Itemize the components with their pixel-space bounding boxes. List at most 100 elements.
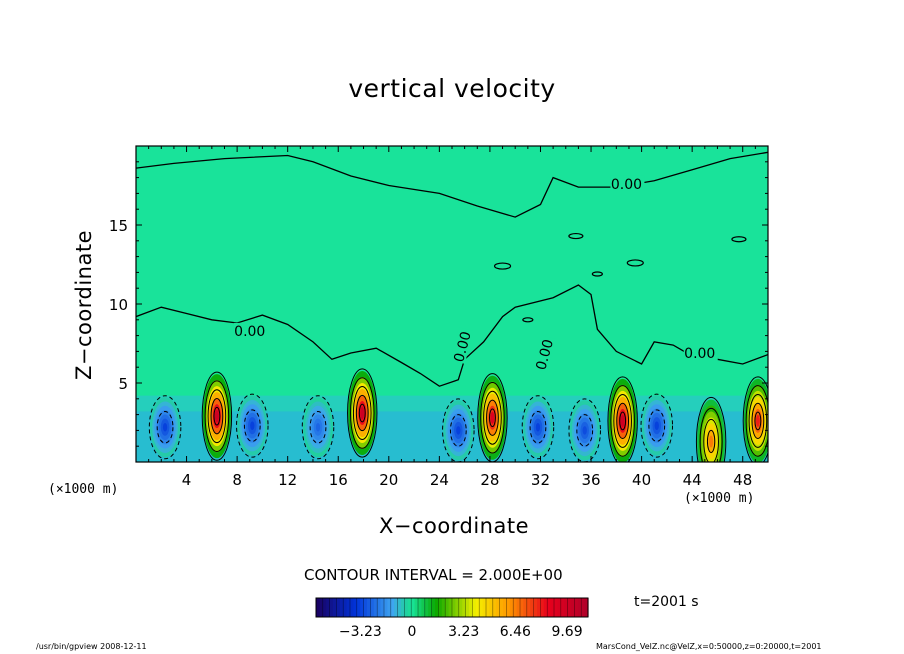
colorbar-segment <box>577 598 582 617</box>
colorbar-segment <box>316 598 320 617</box>
small-zero-contour-3 <box>522 317 534 323</box>
downdraft-1 <box>150 397 181 458</box>
colorbar-segment <box>356 598 361 617</box>
updraft-4-level <box>620 414 625 427</box>
colorbar-segment <box>445 598 450 617</box>
colorbar-segment <box>414 598 419 617</box>
colorbar-segment <box>554 598 558 617</box>
downdraft-5-contour <box>521 395 555 460</box>
small-zero-contour-6 <box>591 271 603 277</box>
colorbar-segment <box>492 598 497 617</box>
x-axis-ticks: 4 8 12 16 20 24 28 32 36 40 44 48 <box>148 146 756 489</box>
contour-label: 0.00 <box>533 338 557 372</box>
downdraft-7 <box>641 395 672 456</box>
footer-program: /usr/bin/gpview 2008-12-11 <box>36 642 147 651</box>
y-tick-label: 15 <box>109 217 128 235</box>
colorbar-segment <box>523 598 528 617</box>
colorbar-tick-label: 6.46 <box>500 624 531 640</box>
contour-label-background <box>532 335 556 372</box>
y-axis-title: Z−coordinate <box>72 230 96 380</box>
downdraft-4 <box>443 400 474 461</box>
downdraft-6 <box>569 400 600 461</box>
colorbar-segment <box>360 598 365 617</box>
contour-label: 0.00 <box>451 330 475 364</box>
colorbar-segment <box>377 598 382 617</box>
colorbar-tick-label: 3.23 <box>448 624 479 640</box>
colorbar-segment <box>367 598 371 617</box>
colorbar-segment <box>571 598 575 617</box>
colorbar-segment <box>482 598 487 617</box>
colorbar-segment <box>469 598 473 617</box>
updraft-3-contour <box>489 408 496 428</box>
colorbar-segment <box>384 598 388 617</box>
x-tick-label: 28 <box>480 471 499 489</box>
colorbar-segment <box>322 598 327 617</box>
downdraft-1-contour <box>156 410 174 444</box>
x-tick-label: 32 <box>531 471 550 489</box>
updraft-1-contour <box>201 371 233 461</box>
colorbar-segment <box>513 598 518 617</box>
downdraft-4-level <box>456 426 461 435</box>
colorbar-segment <box>448 598 453 617</box>
x-axis-unit-right: (×1000 m) <box>684 491 755 506</box>
updraft-5-contours <box>695 396 727 462</box>
downdraft-1-level <box>162 422 168 432</box>
downdraft-3-level <box>315 422 321 432</box>
colorbar-segment <box>462 598 467 617</box>
x-tick-label: 16 <box>329 471 348 489</box>
chart-title: vertical velocity <box>348 74 556 103</box>
downdraft-3 <box>303 397 334 458</box>
updraft-6-contours <box>742 376 768 462</box>
contour-interval-label: CONTOUR INTERVAL = 2.000E+00 <box>304 566 563 584</box>
updraft-6-contour <box>748 393 768 448</box>
colorbar-segment <box>560 598 565 617</box>
downdraft-7-level <box>654 421 659 430</box>
downdraft-5-contour <box>529 410 547 444</box>
colorbar-segment <box>475 598 480 617</box>
colorbar-segment <box>489 598 494 617</box>
colorbar-tick-label: −3.23 <box>339 624 382 640</box>
downdraft-6-level <box>582 426 587 435</box>
updraft-1 <box>202 374 231 459</box>
small-zero-contour-2 <box>626 259 644 267</box>
colorbar-segment <box>407 598 412 617</box>
colorbar-segment <box>564 598 569 617</box>
downdraft-2-contour <box>236 393 269 458</box>
colorbar-segment <box>421 598 426 617</box>
downdraft-7-contour <box>640 393 674 458</box>
colorbar-segment <box>537 598 541 617</box>
contour-label: 0.00 <box>611 177 642 193</box>
colorbar-segment <box>404 598 409 617</box>
colorbar-segment <box>401 598 405 617</box>
colorbar-segment <box>343 598 348 617</box>
x-tick-label: 8 <box>232 471 242 489</box>
updraft-4-contour <box>607 376 638 462</box>
colorbar-segment <box>499 598 504 617</box>
colorbar-segment <box>533 598 538 617</box>
colorbar-segment <box>506 598 511 617</box>
updraft-4-contour <box>616 402 630 440</box>
updraft-4-contours <box>607 376 638 462</box>
colorbar-segment <box>530 598 535 617</box>
colorbar-segment <box>428 598 433 617</box>
colorbar-segment <box>380 598 385 617</box>
colorbar-segment <box>455 598 460 617</box>
x-tick-label: 12 <box>278 471 297 489</box>
colorbar-segment <box>441 598 446 617</box>
colorbar-segment <box>557 598 562 617</box>
updraft-1-level <box>214 410 219 423</box>
colorbar-segment <box>540 598 545 617</box>
downdraft-3-contour <box>309 410 327 444</box>
colorbar-segment <box>547 598 552 617</box>
colorbar-segment <box>567 598 572 617</box>
downdraft-3-contour <box>301 395 335 460</box>
small-zero-contour-4 <box>568 232 584 240</box>
y-tick-label: 10 <box>109 296 128 314</box>
colorbar-segment <box>346 598 351 617</box>
colorbar-segment <box>503 598 507 617</box>
colorbar-segment <box>458 598 463 617</box>
updraft-2-level <box>360 407 365 420</box>
updraft-1-contours <box>201 371 233 461</box>
updraft-1-contour <box>207 389 227 444</box>
colorbar-segment <box>411 598 416 617</box>
